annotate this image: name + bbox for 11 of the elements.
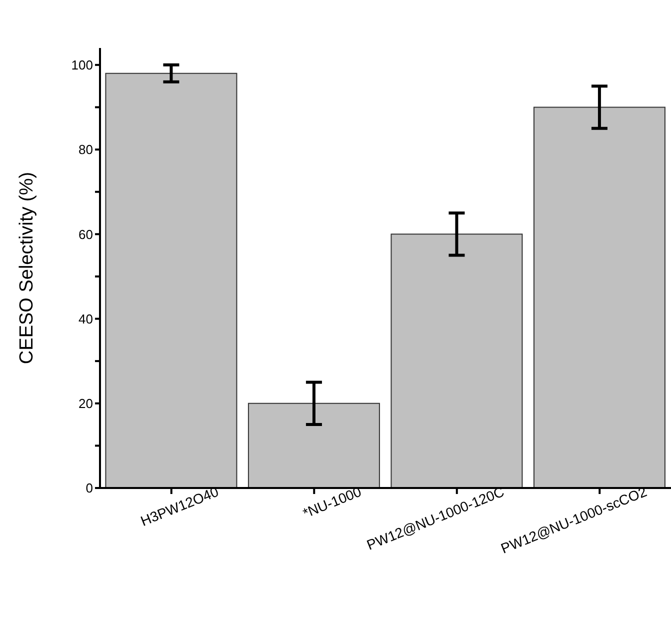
bar	[105, 72, 238, 488]
bar	[390, 234, 523, 488]
bar	[533, 106, 666, 488]
y-tick-label: 100	[71, 58, 93, 73]
y-tick-label: 0	[86, 480, 93, 496]
y-axis-title: CEESO Selectivity (%)	[16, 172, 38, 364]
y-tick-label: 60	[78, 226, 93, 242]
y-tick-label: 80	[78, 142, 93, 158]
y-tick-label: 20	[78, 396, 93, 411]
y-tick-label: 40	[78, 311, 93, 326]
bar	[248, 402, 380, 488]
